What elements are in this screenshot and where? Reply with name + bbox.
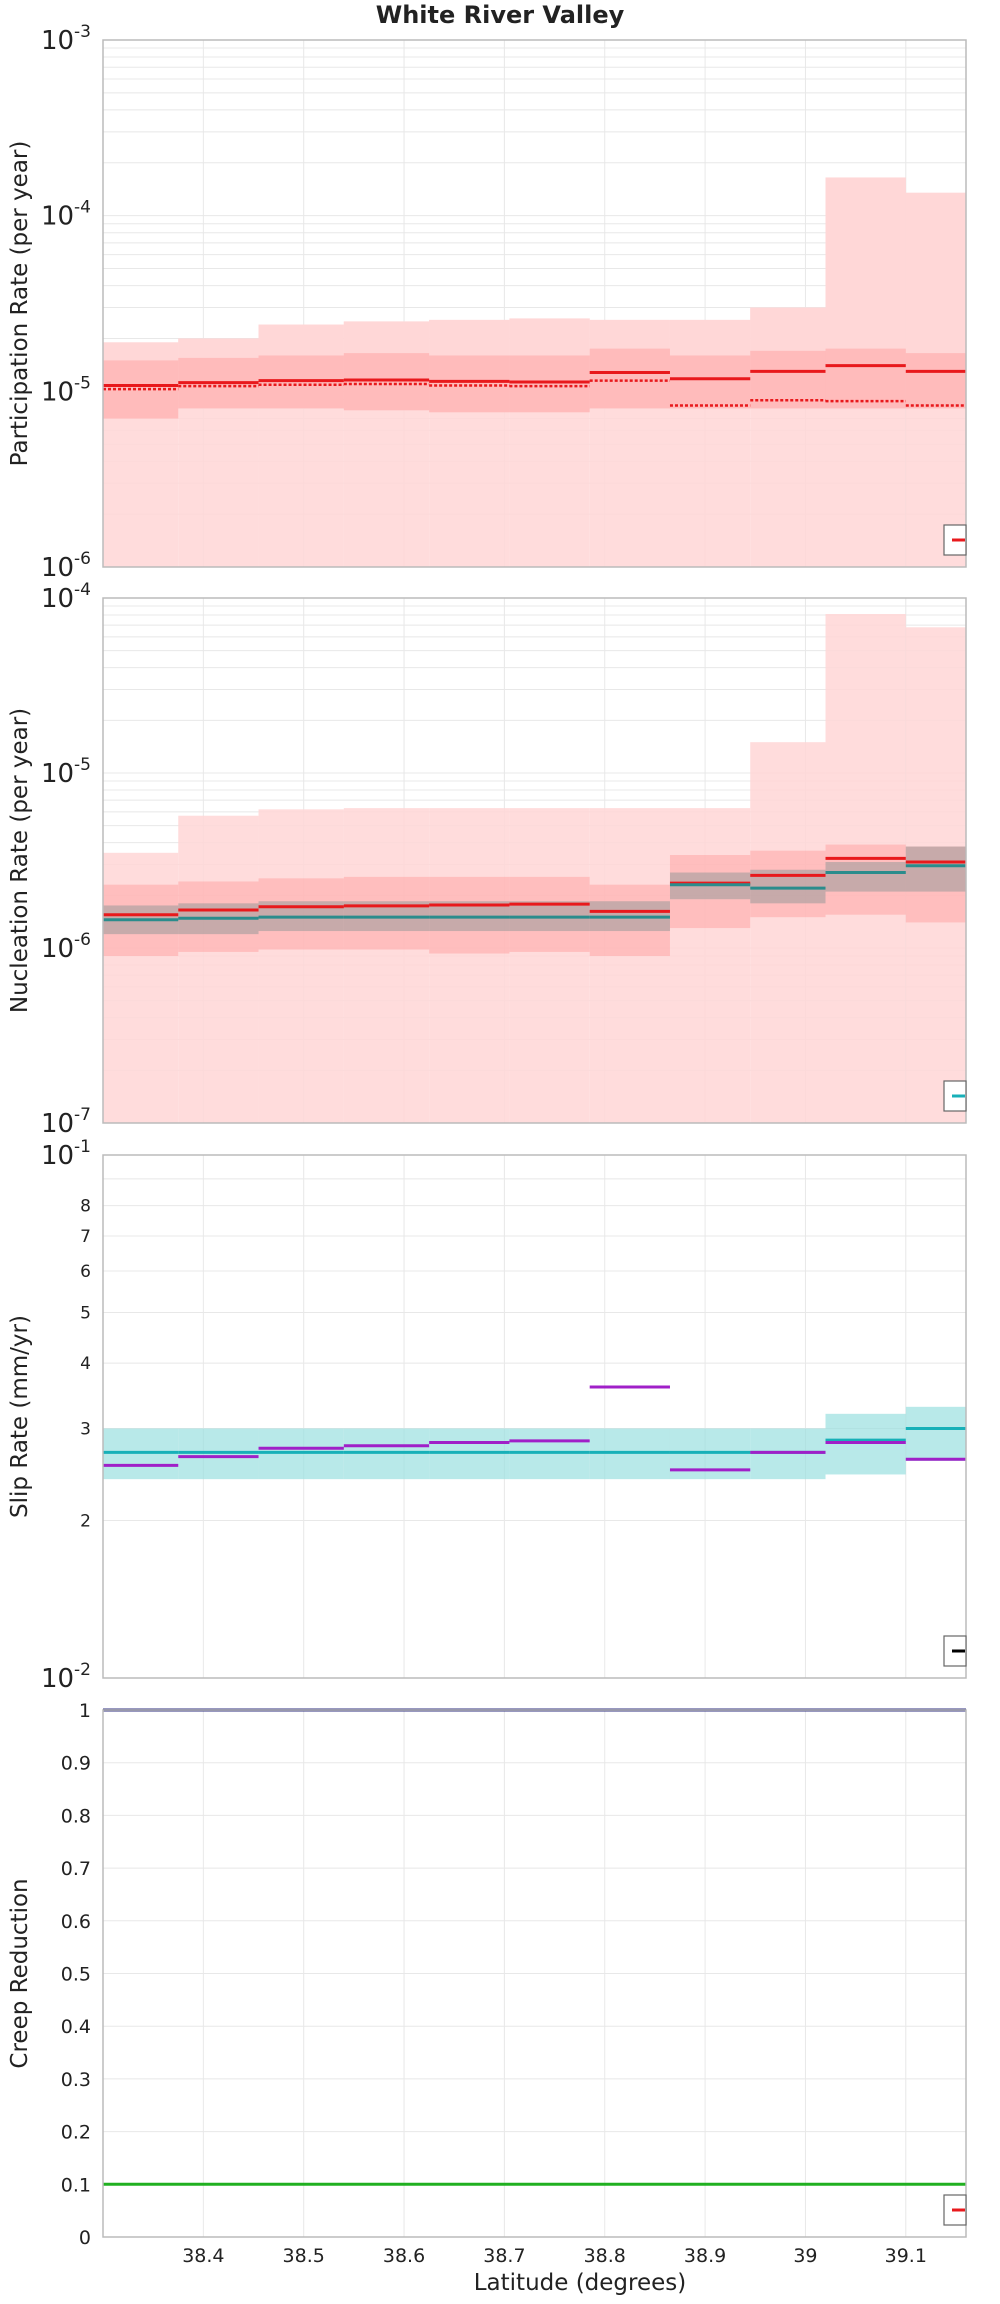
band-inner	[750, 350, 826, 409]
band-outer	[750, 307, 826, 409]
y-minor-tick-label: 6	[80, 1262, 91, 1282]
plot-frame	[102, 39, 967, 568]
x-tick-label: 38.6	[383, 2245, 425, 2267]
y-tick-label: 10-6	[41, 930, 91, 964]
y-axis-label: Nucleation Rate (per year)	[7, 708, 33, 1013]
x-tick-label: 38.5	[283, 2245, 325, 2267]
band-gray	[905, 846, 966, 892]
y-tick-label: 0.8	[61, 1805, 91, 1827]
band-outer	[103, 342, 179, 419]
plot-frame	[102, 1709, 967, 2238]
y-tick-label: 10-6	[41, 549, 91, 583]
y-axis-label: Slip Rate (mm/yr)	[7, 1315, 33, 1518]
band-outer	[343, 321, 430, 411]
band-outer	[429, 319, 510, 413]
panel-slip: 10-2 10-1 2 3 4 5 6 7 8 Slip Rate (mm/yr)	[7, 1137, 967, 1694]
y-tick-label: 10-4	[41, 580, 91, 614]
y-tick-label: 0.3	[61, 2069, 91, 2091]
band-outer	[429, 808, 510, 1123]
band-outer	[589, 808, 670, 1123]
x-tick-label: 38.7	[483, 2245, 525, 2267]
plot-frame	[102, 597, 967, 1124]
band-inner	[343, 353, 430, 411]
y-tick-label: 0.9	[61, 1753, 91, 1775]
band-outer	[258, 324, 344, 409]
y-minor-tick-label: 2	[80, 1512, 91, 1532]
y-axis-label: Participation Rate (per year)	[7, 141, 33, 467]
band-outer	[178, 338, 259, 409]
x-tick-label: 38.9	[684, 2245, 726, 2267]
y-tick-label: 0.6	[61, 1911, 91, 1933]
y-tick-label: 10-5	[41, 755, 91, 789]
y-tick-label: 10-5	[41, 373, 91, 407]
band-outer	[258, 809, 344, 1123]
band-outer	[750, 742, 826, 1123]
x-tick-label: 39	[793, 2245, 817, 2267]
y-minor-tick-label: 3	[80, 1419, 91, 1439]
band-inner	[825, 348, 906, 409]
band-outer	[509, 318, 590, 413]
band-inner	[669, 355, 751, 409]
band-outer	[343, 808, 430, 1123]
band-outer	[669, 808, 751, 1123]
x-tick-label: 38.4	[182, 2245, 224, 2267]
band-inner	[905, 353, 966, 409]
panels: 10-6 10-5 10-4 10-3 Participation Rate (per …	[7, 22, 967, 2267]
x-tick-label: 39.1	[885, 2245, 927, 2267]
y-tick-label: 10-2	[41, 1660, 91, 1694]
y-minor-tick-label: 4	[80, 1354, 91, 1374]
y-tick-label: 0.4	[61, 2016, 91, 2038]
band-outer	[825, 177, 906, 409]
y-tick-label: 10-4	[41, 198, 91, 232]
y-axis-label: Creep Reduction	[7, 1878, 33, 2068]
y-tick-label: 10-3	[41, 22, 91, 56]
band-outer	[103, 852, 179, 1123]
y-tick-label: 0.2	[61, 2122, 91, 2144]
y-minor-tick-label: 8	[80, 1197, 91, 1217]
panel-nucleation: 10-7 10-6 10-5 10-4 Nucleation Rate (per yea…	[7, 580, 967, 1139]
band-teal	[905, 1406, 966, 1461]
y-tick-label: 10-1	[41, 1137, 91, 1171]
plot-frame	[102, 1154, 967, 1679]
y-tick-label: 0	[79, 2227, 91, 2249]
x-axis-label: Latitude (degrees)	[474, 2270, 687, 2296]
y-tick-label: 1	[79, 1700, 91, 1722]
band-teal	[825, 1413, 906, 1475]
y-minor-tick-label: 5	[80, 1303, 91, 1323]
band-outer	[178, 815, 259, 1123]
band-inner	[589, 348, 670, 409]
panel-participation: 10-6 10-5 10-4 10-3 Participation Rate (per …	[7, 22, 967, 583]
plot-area	[103, 1155, 966, 1678]
band-outer	[589, 319, 670, 409]
band-outer	[669, 319, 751, 409]
y-tick-label: 0.5	[61, 1964, 91, 1986]
band-outer	[509, 808, 590, 1123]
panel-creep: 0 0.1 0.2 0.3 0.4 0.5 0.6 0.7 0.8 0.9 1 Creep Reduc…	[7, 1700, 967, 2249]
y-minor-tick-label: 7	[80, 1227, 91, 1247]
y-tick-label: 0.1	[61, 2174, 91, 2196]
chart-title: White River Valley	[376, 1, 625, 29]
band-gray	[825, 862, 906, 892]
y-tick-label: 0.7	[61, 1858, 91, 1880]
y-tick-label: 10-7	[41, 1105, 91, 1139]
band-inner	[509, 355, 590, 413]
x-tick-label: 38.8	[584, 2245, 626, 2267]
band-inner	[429, 355, 510, 413]
